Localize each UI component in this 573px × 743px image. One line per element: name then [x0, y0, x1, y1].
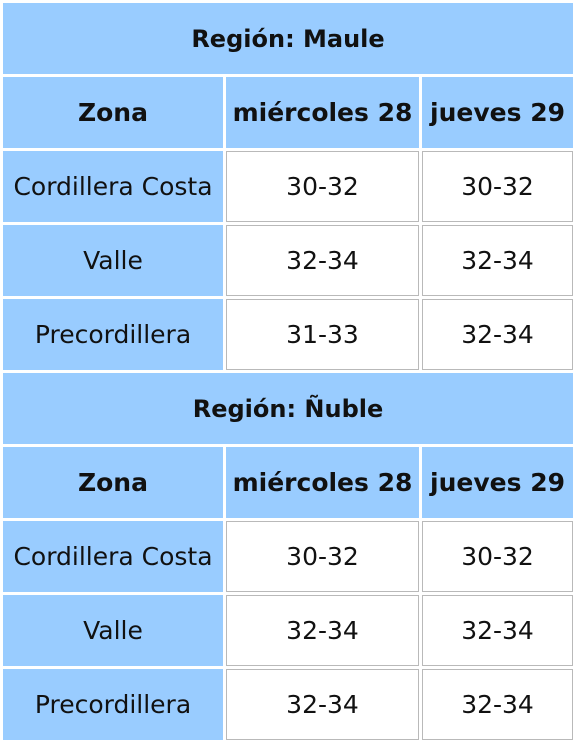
table-row: Cordillera Costa 30-32 30-32	[3, 521, 573, 592]
temperature-range-day-2: 32-34	[422, 225, 573, 296]
zone-name: Cordillera Costa	[3, 521, 223, 592]
temperature-range-day-2: 30-32	[422, 521, 573, 592]
column-header-day-2: jueves 29	[422, 77, 573, 148]
column-header-row: Zona miércoles 28 jueves 29	[3, 447, 573, 518]
temperature-range-day-1: 30-32	[226, 521, 419, 592]
column-header-day-2: jueves 29	[422, 447, 573, 518]
column-header-zona: Zona	[3, 77, 223, 148]
zone-name: Cordillera Costa	[3, 151, 223, 222]
temperature-range-day-1: 32-34	[226, 595, 419, 666]
temperature-range-day-1: 32-34	[226, 225, 419, 296]
temperature-range-day-2: 30-32	[422, 151, 573, 222]
zone-name: Precordillera	[3, 299, 223, 370]
temperature-range-day-1: 30-32	[226, 151, 419, 222]
column-header-day-1: miércoles 28	[226, 77, 419, 148]
region-title: Región: Maule	[3, 3, 573, 74]
temperature-range-day-2: 32-34	[422, 299, 573, 370]
table-row: Valle 32-34 32-34	[3, 225, 573, 296]
column-header-day-1: miércoles 28	[226, 447, 419, 518]
region-title: Región: Ñuble	[3, 373, 573, 444]
zone-name: Precordillera	[3, 669, 223, 740]
temperature-range-day-2: 32-34	[422, 669, 573, 740]
zone-name: Valle	[3, 595, 223, 666]
zone-name: Valle	[3, 225, 223, 296]
column-header-row: Zona miércoles 28 jueves 29	[3, 77, 573, 148]
table-row: Precordillera 31-33 32-34	[3, 299, 573, 370]
temperature-range-day-2: 32-34	[422, 595, 573, 666]
temperature-range-day-1: 32-34	[226, 669, 419, 740]
table-row: Cordillera Costa 30-32 30-32	[3, 151, 573, 222]
table-row: Valle 32-34 32-34	[3, 595, 573, 666]
table-row: Precordillera 32-34 32-34	[3, 669, 573, 740]
temperature-range-day-1: 31-33	[226, 299, 419, 370]
column-header-zona: Zona	[3, 447, 223, 518]
region-title-row: Región: Ñuble	[3, 373, 573, 444]
region-title-row: Región: Maule	[3, 3, 573, 74]
